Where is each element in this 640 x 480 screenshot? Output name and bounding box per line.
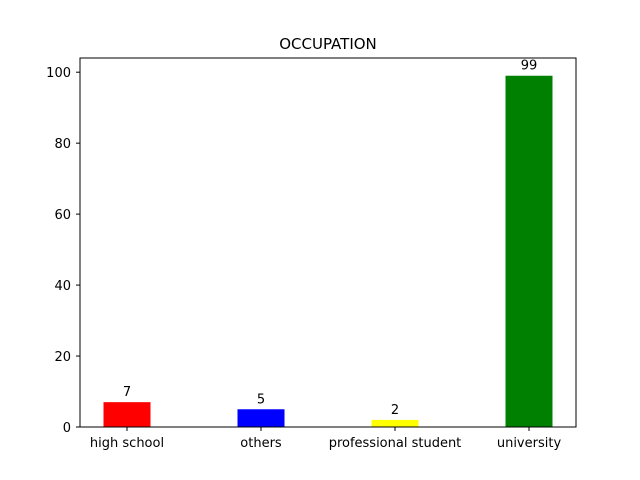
y-tick-label: 40 xyxy=(54,279,71,294)
data-label: 99 xyxy=(521,59,538,74)
bar-others xyxy=(237,409,285,427)
y-tick-label: 100 xyxy=(46,66,71,81)
x-tick-label: professional student xyxy=(329,436,462,451)
data-label: 7 xyxy=(123,385,131,400)
x-tick-label: university xyxy=(497,436,562,451)
bar-high-school xyxy=(103,402,151,427)
y-tick-label: 20 xyxy=(54,350,71,365)
bar-university xyxy=(505,75,553,427)
data-label: 2 xyxy=(391,403,399,418)
bar-professional-student xyxy=(371,419,419,427)
plot-area-frame xyxy=(79,57,577,428)
chart-title: OCCUPATION xyxy=(279,35,377,53)
x-tick-label: high school xyxy=(90,436,164,451)
y-tick-label: 80 xyxy=(54,137,71,152)
data-label: 5 xyxy=(257,392,265,407)
y-tick-label: 60 xyxy=(54,208,71,223)
y-tick-label: 0 xyxy=(63,421,71,436)
x-tick-label: others xyxy=(240,436,282,451)
